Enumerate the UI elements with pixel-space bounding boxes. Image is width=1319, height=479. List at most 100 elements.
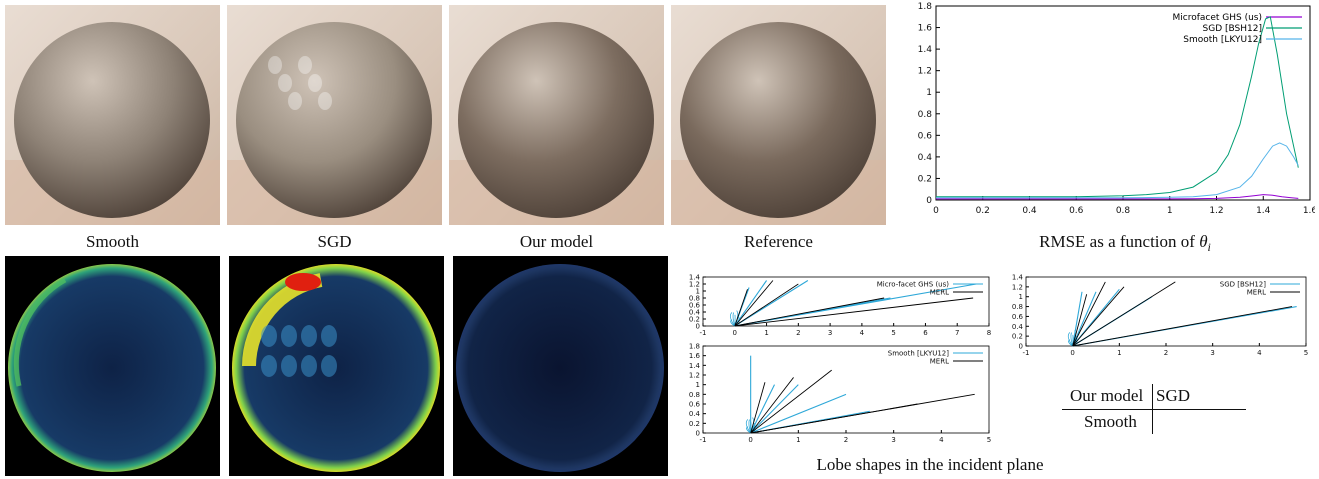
y-tick-label: 1.2	[689, 372, 700, 380]
y-tick-label: 1.8	[918, 2, 933, 12]
lobe-loop	[729, 312, 736, 327]
x-tick-label: 0.8	[1116, 206, 1131, 216]
sphere	[236, 22, 432, 218]
x-tick-label: 0	[933, 206, 939, 216]
render-sgd-image	[227, 5, 442, 225]
lobe-line	[734, 280, 768, 327]
error-blob	[261, 325, 277, 347]
x-tick-label: 0.6	[1069, 206, 1084, 216]
y-tick-label: 0.2	[918, 174, 932, 184]
layout-key-vline	[1152, 384, 1153, 434]
caption-smooth: Smooth	[86, 232, 139, 251]
y-tick-label: 1.8	[689, 343, 700, 351]
y-tick-label: 0.6	[689, 401, 701, 409]
x-tick-label: 5	[1304, 349, 1308, 357]
lobe-line	[750, 384, 775, 434]
x-tick-label: -1	[700, 436, 707, 444]
plot-frame	[1025, 276, 1307, 347]
y-tick-label: 0.6	[689, 302, 701, 310]
y-tick-label: 1.6	[689, 352, 701, 360]
legend-label: MERL	[930, 358, 949, 366]
layout-key-top-right: SGD	[1156, 386, 1191, 405]
lobe-plot-smooth: -1 0 1 2 3 4 500.20.40.60.811.21.41.61.8Smooth…	[689, 343, 991, 444]
y-tick-label: 0.8	[1012, 303, 1023, 311]
highlight-blob	[298, 56, 312, 74]
lobe-line	[750, 377, 794, 434]
x-tick-label: 8	[987, 329, 991, 337]
theta-symbol: θ	[1199, 232, 1208, 251]
error-blob	[321, 355, 337, 377]
x-tick-label: 6	[923, 329, 928, 337]
lobe-line	[1072, 294, 1088, 347]
caption-sgd: SGD	[317, 232, 352, 251]
render-our-model	[449, 5, 664, 225]
lobe-loop	[732, 312, 736, 327]
x-tick-label: 3	[828, 329, 832, 337]
x-tick-label: 1.6	[1303, 206, 1315, 216]
x-tick-label: 4	[860, 329, 865, 337]
error-blob	[281, 355, 297, 377]
lobe-line	[734, 280, 774, 327]
rmse-chart: 0 0.2 0.4 0.6 0.8 1 1.2 1.4 1.6 0 0.2 0.4 0.6 0.8 1 1.2…	[918, 2, 1315, 216]
render-reference	[671, 5, 886, 225]
sphere	[14, 22, 210, 218]
x-tick-label: -1	[700, 329, 707, 337]
legend-label: SGD [BSH12]	[1220, 281, 1267, 289]
legend-label: MERL	[930, 289, 949, 297]
lobe-plot-ghs: -1 0 1 2 3 4 5 6 7 800.20.40.60.811.21.4Micro-fac…	[689, 274, 991, 337]
y-tick-label: 0.4	[689, 410, 701, 418]
x-tick-label: 0.4	[1022, 206, 1037, 216]
y-tick-label: 0.2	[689, 420, 700, 428]
lobe-line	[750, 393, 975, 434]
highlight-blob	[268, 56, 282, 74]
caption-reference: Reference	[744, 232, 813, 251]
x-tick-label: 4	[1257, 349, 1262, 357]
error-blob	[281, 325, 297, 347]
render-smooth-image	[5, 5, 220, 225]
lobe-line	[734, 283, 799, 327]
series-line	[936, 142, 1299, 199]
x-tick-label: 1.2	[1209, 206, 1223, 216]
x-tick-label: 0	[1070, 349, 1074, 357]
lobe-line	[1072, 281, 1176, 347]
x-tick-label: 1	[1117, 349, 1121, 357]
heatmap-sgd-image	[232, 264, 440, 472]
x-tick-label: 0.2	[976, 206, 990, 216]
lobe-line	[734, 297, 974, 327]
highlight-blob	[288, 92, 302, 110]
legend-label: Smooth [LKYU12]	[1183, 35, 1262, 45]
lobe-line	[1072, 286, 1125, 347]
render-our-model-image	[449, 5, 664, 225]
y-tick-label: 1.4	[1012, 274, 1024, 282]
layout-key-bottom-left: Smooth	[1084, 412, 1137, 431]
lobe-line	[750, 384, 799, 434]
y-tick-label: 1.4	[689, 362, 701, 370]
lobe-line	[734, 283, 977, 327]
x-tick-label: 5	[987, 436, 991, 444]
theta-subscript: i	[1207, 240, 1211, 255]
sphere	[680, 22, 876, 218]
legend-label: SGD [BSH12]	[1203, 24, 1262, 34]
caption-our-model: Our model	[519, 232, 594, 251]
lobe-caption: Lobe shapes in the incident plane	[816, 455, 1044, 474]
highlight-blob	[318, 92, 332, 110]
x-tick-label: 3	[891, 436, 895, 444]
x-tick-label: -1	[1023, 349, 1030, 357]
rmse-caption-text: RMSE as a function of	[1039, 232, 1200, 251]
lobe-loop	[1070, 332, 1074, 347]
lobe-line	[734, 297, 885, 327]
highlight-blob	[278, 74, 292, 92]
x-tick-label: 1	[764, 329, 768, 337]
lobe-loop	[746, 426, 751, 434]
x-tick-label: 1	[1167, 206, 1173, 216]
x-tick-label: 2	[1164, 349, 1168, 357]
error-blob	[261, 355, 277, 377]
y-tick-label: 0.2	[689, 316, 700, 324]
y-tick-label: 0.4	[689, 309, 701, 317]
y-tick-label: 1.2	[689, 281, 700, 289]
y-tick-label: 0.4	[1012, 323, 1024, 331]
heatmap-our-model	[453, 256, 668, 476]
heatmap-smooth	[5, 256, 220, 476]
lobe-loop	[745, 419, 751, 434]
